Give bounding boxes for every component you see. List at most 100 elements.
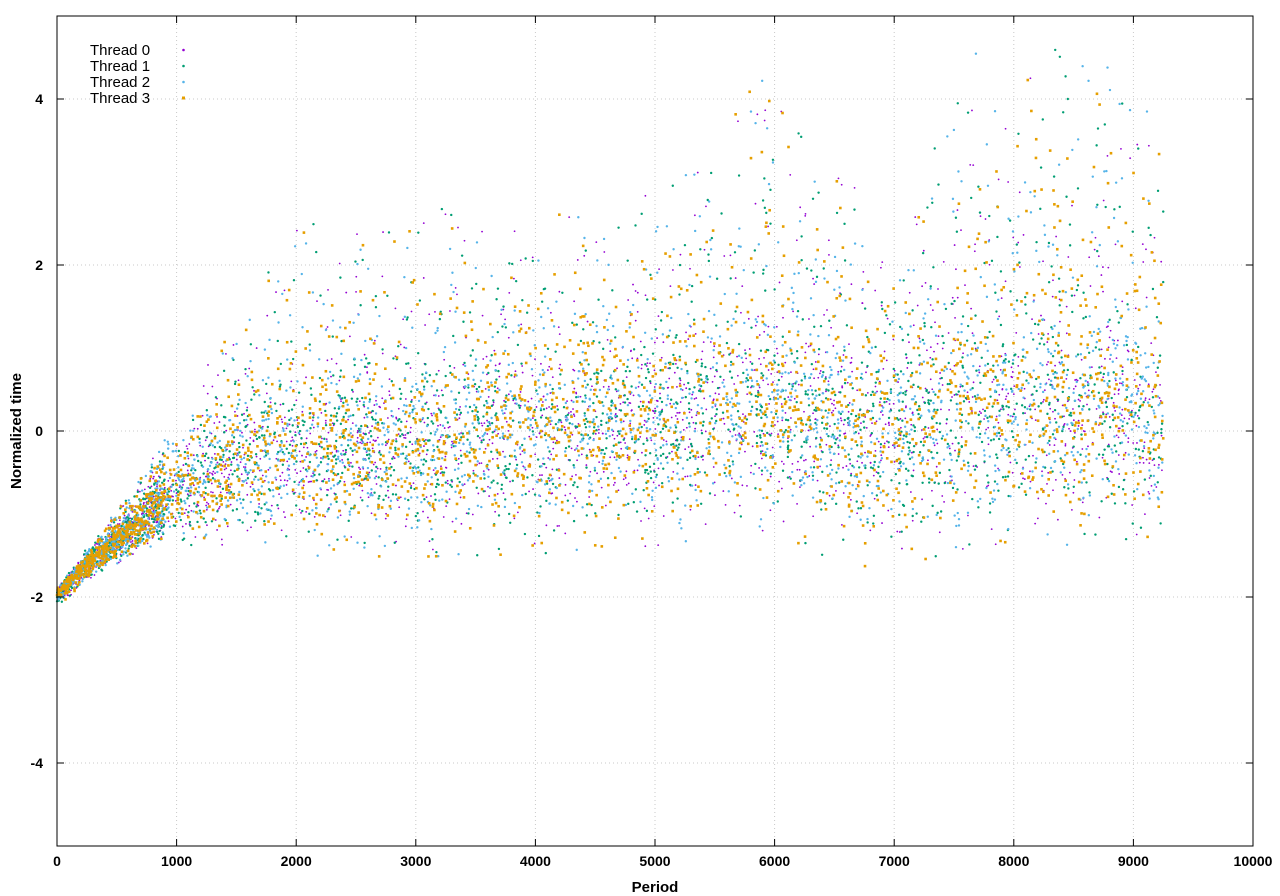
point [258, 436, 261, 439]
point [841, 385, 844, 387]
point [700, 429, 703, 432]
point [711, 406, 714, 409]
point [509, 521, 512, 524]
point [759, 445, 762, 447]
point [931, 388, 934, 391]
point [504, 318, 507, 321]
point [316, 300, 318, 303]
point [760, 440, 763, 444]
point [307, 530, 310, 533]
point [707, 438, 710, 441]
point [602, 470, 605, 473]
point [714, 415, 716, 418]
point [945, 433, 949, 436]
point [230, 461, 233, 463]
point [1061, 404, 1064, 407]
point [384, 494, 388, 497]
point [255, 347, 258, 349]
point [1046, 373, 1050, 376]
point [475, 387, 478, 391]
point [352, 391, 354, 393]
point [354, 260, 357, 263]
point [462, 363, 465, 366]
point [460, 522, 463, 525]
point [595, 415, 598, 419]
point [1047, 471, 1050, 474]
point [677, 446, 680, 449]
point [734, 391, 738, 394]
point [921, 396, 924, 399]
point [550, 453, 553, 456]
point [1108, 379, 1111, 383]
point [345, 291, 348, 294]
point [1142, 444, 1146, 448]
point [1114, 410, 1117, 412]
point [580, 453, 583, 456]
point [600, 423, 603, 427]
point [275, 478, 278, 481]
point [312, 426, 315, 429]
point [1105, 413, 1108, 416]
point [781, 372, 784, 375]
point [1037, 497, 1040, 500]
point [821, 450, 824, 454]
point [107, 524, 110, 527]
point [935, 465, 938, 468]
point [1157, 466, 1160, 469]
point [395, 417, 398, 420]
point [393, 541, 396, 544]
point [632, 283, 634, 286]
point [820, 553, 824, 556]
point [1153, 464, 1156, 467]
point [1049, 407, 1052, 410]
point [847, 410, 850, 413]
point [924, 387, 927, 390]
point [294, 431, 297, 433]
point [1144, 366, 1148, 369]
point [586, 383, 589, 386]
point [341, 461, 344, 464]
point [826, 309, 828, 311]
point [715, 277, 719, 280]
point [871, 422, 873, 425]
point [416, 512, 419, 515]
point [519, 453, 522, 456]
point [643, 507, 646, 510]
point [595, 241, 598, 244]
point [290, 408, 294, 411]
point [214, 466, 217, 469]
point [1070, 509, 1073, 511]
point [707, 200, 711, 203]
point [529, 354, 532, 358]
point [856, 512, 859, 515]
point [702, 420, 705, 424]
point [1145, 296, 1148, 299]
point [447, 426, 450, 429]
point [332, 455, 336, 458]
point [1120, 148, 1122, 150]
point [459, 413, 461, 416]
point [879, 450, 882, 453]
point [486, 433, 489, 435]
point [679, 382, 681, 385]
point [188, 443, 191, 445]
point [767, 325, 770, 328]
point [735, 423, 738, 426]
point [885, 314, 888, 317]
point [428, 313, 431, 316]
point [1023, 478, 1026, 480]
point [485, 399, 488, 403]
point [1007, 392, 1010, 395]
point [459, 496, 462, 499]
point [480, 505, 483, 509]
point [879, 475, 882, 478]
point [1142, 462, 1145, 464]
point [260, 485, 264, 488]
point [1087, 351, 1091, 354]
point [679, 379, 682, 382]
point [1039, 207, 1042, 211]
point [1161, 461, 1164, 464]
point [572, 408, 574, 410]
point [157, 450, 161, 454]
point [588, 496, 591, 498]
